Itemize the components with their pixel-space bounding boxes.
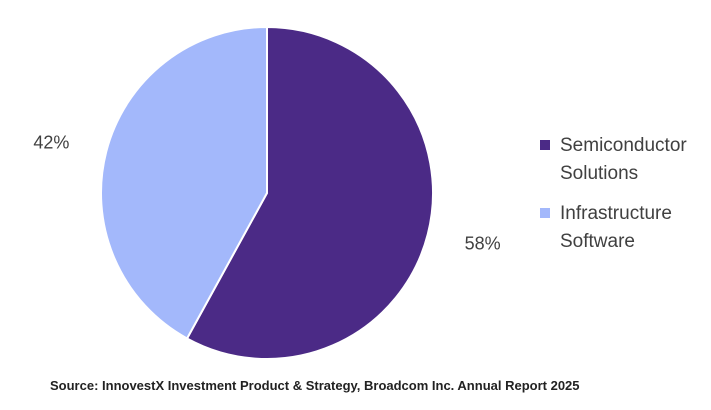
legend-label-semiconductor: Semiconductor Solutions <box>560 132 711 188</box>
legend-swatch-infrastructure <box>540 208 550 218</box>
pie-slice-semiconductor <box>185 25 434 360</box>
legend-label-infrastructure: Infrastructure Software <box>560 200 711 256</box>
legend-swatch-semiconductor <box>540 140 550 150</box>
legend: Semiconductor Solutions Infrastructure S… <box>540 132 711 268</box>
data-label-semiconductor: 58% <box>465 234 501 254</box>
source-note: Source: InnovestX Investment Product & S… <box>50 378 580 393</box>
data-label-infrastructure: 42% <box>33 132 69 152</box>
legend-item-semiconductor: Semiconductor Solutions <box>540 132 711 188</box>
legend-label-infrastructure-line1: Infrastructure <box>560 203 672 224</box>
legend-label-infrastructure-line2: Software <box>560 231 635 252</box>
legend-label-semiconductor-line1: Semiconductor <box>560 135 687 156</box>
pie-slice-infrastructure <box>100 25 268 340</box>
legend-item-infrastructure: Infrastructure Software <box>540 200 711 256</box>
legend-label-semiconductor-line2: Solutions <box>560 163 639 184</box>
